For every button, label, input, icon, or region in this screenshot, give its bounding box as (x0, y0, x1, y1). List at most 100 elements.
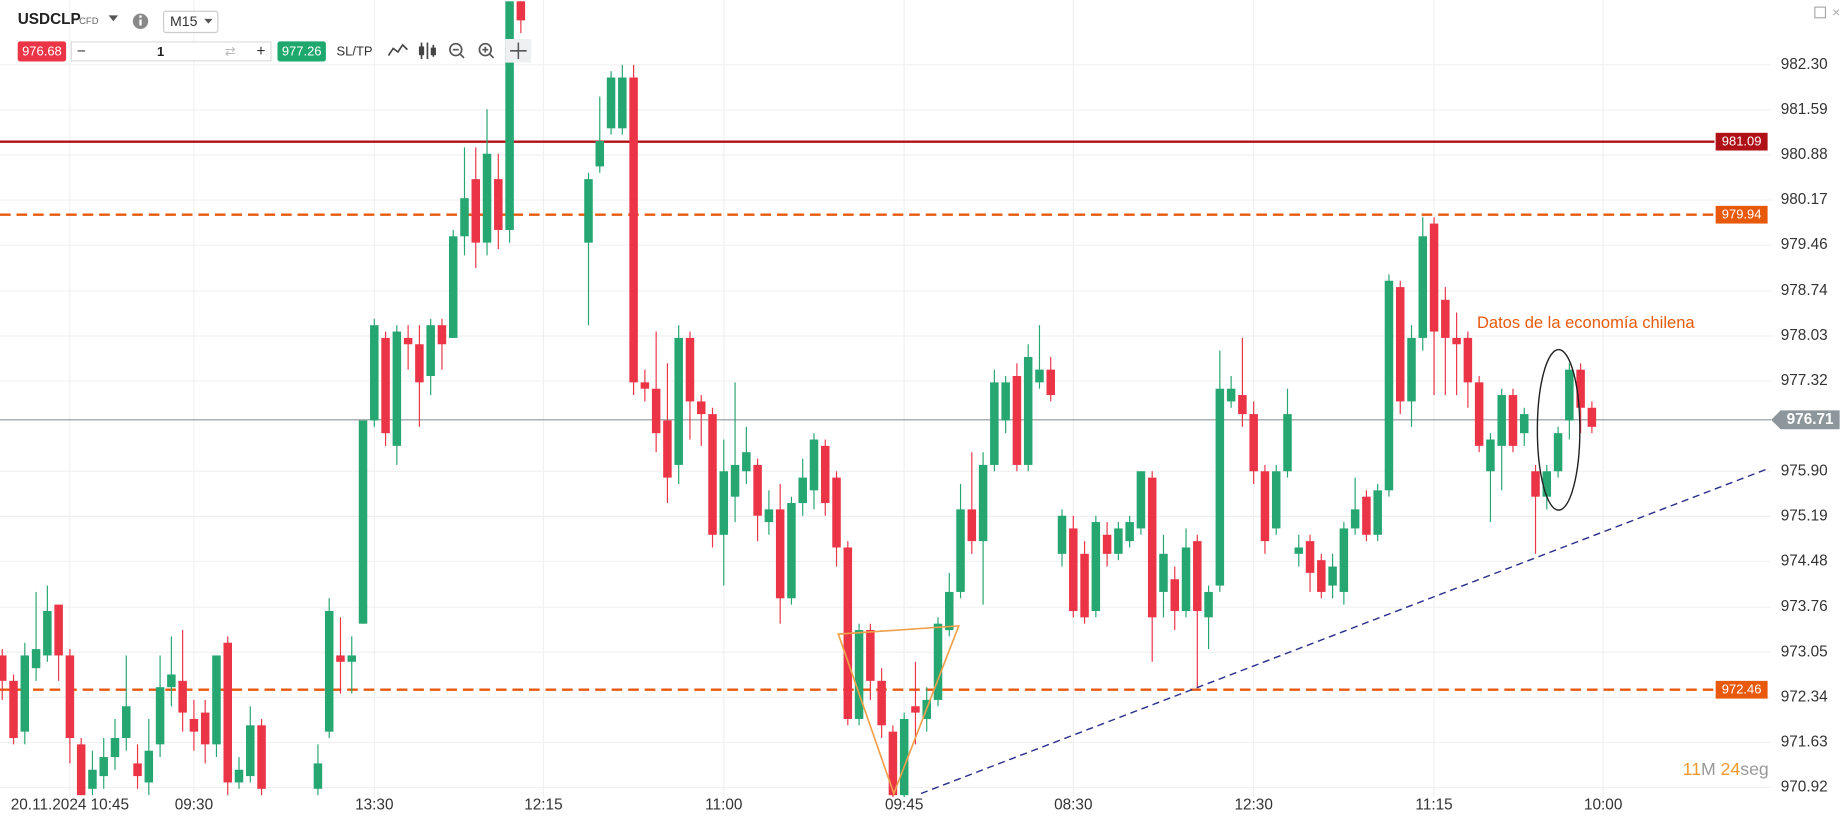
candle-body (122, 706, 131, 739)
candle-body (651, 388, 661, 434)
candle-body (1520, 414, 1529, 434)
y-tick-label: 978.74 (1781, 282, 1828, 299)
candle-body (1587, 407, 1597, 427)
y-tick-label: 977.32 (1781, 372, 1828, 389)
y-tick-label: 978.03 (1781, 327, 1828, 344)
dropdown-arrow[interactable] (108, 15, 119, 22)
window-button[interactable] (1814, 6, 1827, 19)
ellipse-drawing (1536, 348, 1581, 511)
candle-body (189, 718, 199, 732)
candle-body (1193, 541, 1202, 611)
candle-body (144, 750, 154, 783)
y-tick-label: 980.17 (1781, 191, 1828, 208)
zoom-out-icon[interactable] (449, 42, 465, 59)
x-tick-label: 12:30 (1234, 796, 1272, 813)
candle-body (1080, 553, 1089, 618)
y-tick-label: 974.48 (1781, 553, 1828, 570)
candle-body (888, 731, 898, 796)
candle-body (618, 77, 627, 129)
candle-body (1565, 369, 1574, 421)
candle-body (110, 738, 120, 758)
candle-body (20, 655, 30, 732)
candle-body (1463, 337, 1473, 383)
current-price-label: 976.71 (1787, 411, 1834, 428)
candle-body (313, 763, 323, 789)
candle-body (832, 477, 841, 548)
candle-body (65, 655, 75, 739)
candle-body (167, 674, 176, 688)
candle-body (1294, 547, 1304, 554)
timeframe-arrow (204, 18, 213, 24)
candle-body (426, 325, 435, 377)
candle-body (933, 623, 943, 700)
candle-body (1170, 579, 1180, 611)
candle-body (1057, 515, 1067, 554)
instrument[interactable]: USDCLP (18, 11, 81, 28)
candle-body (1474, 382, 1484, 446)
candle-body (494, 179, 503, 230)
candle-body (516, 1, 526, 21)
y-tick-label: 975.19 (1781, 507, 1828, 524)
candle-body (1441, 299, 1450, 338)
x-tick-label: 11:15 (1415, 796, 1452, 813)
x-tick-label: 08:30 (1054, 796, 1092, 813)
quantity-input[interactable] (70, 41, 272, 62)
x-tick-label: 09:45 (885, 796, 923, 813)
candle-body (1035, 369, 1044, 383)
candle-body (787, 503, 796, 599)
candle-body (685, 337, 695, 402)
candle-body (448, 236, 458, 338)
candle-body (911, 706, 920, 713)
y-tick-label: 980.88 (1781, 146, 1828, 163)
instrument-type: CFD (79, 16, 99, 27)
triangle-drawing (837, 624, 961, 796)
toolbar: USDCLP CFD M15 976.68 − 1 ⇄ + 977.26 SL/… (17, 5, 1840, 63)
levels (0, 140, 1772, 691)
candle-body (1001, 382, 1010, 421)
candle-body (978, 464, 988, 542)
candle-body (1226, 388, 1236, 402)
candle-body (1271, 471, 1281, 529)
line-chart-icon[interactable] (387, 43, 408, 56)
candle-body (990, 382, 999, 465)
timer-minutes: 11 (1683, 759, 1701, 779)
candle-icon[interactable] (418, 42, 436, 60)
candle-body (1114, 528, 1123, 554)
candle-body (595, 141, 605, 167)
candle-body (798, 477, 807, 504)
candle-body (1215, 388, 1225, 586)
candle-timer: 11M 24seg (1683, 759, 1769, 779)
info-icon-dot (139, 15, 142, 18)
swap-icon[interactable]: ⇄ (225, 43, 236, 58)
candle-body (899, 718, 909, 796)
minus-button[interactable]: − (77, 43, 86, 60)
candle-body (742, 452, 751, 472)
zoom-in-icon[interactable] (478, 42, 495, 59)
candle-body (403, 337, 413, 345)
x-tick-label: 10:00 (1584, 796, 1622, 813)
buy-price: 977.26 (282, 43, 322, 58)
candle-body (1023, 356, 1033, 465)
timeframe-select[interactable] (162, 10, 219, 34)
candle-body (821, 445, 830, 504)
sell-button[interactable] (17, 41, 67, 62)
level-tag (1715, 132, 1768, 151)
candle-body (606, 77, 616, 129)
candle-body (1395, 287, 1405, 402)
candle-body (1091, 522, 1101, 611)
candle-body (696, 401, 706, 415)
plus-button[interactable]: + (256, 43, 265, 60)
candle-body (358, 420, 368, 624)
buy-button[interactable] (277, 41, 326, 62)
candles (0, 1, 1597, 798)
candle-body (178, 680, 187, 713)
candle-body (1147, 477, 1157, 618)
candle-body (753, 464, 762, 516)
level-label: 979.94 (1722, 207, 1762, 222)
sltp-button[interactable]: SL/TP (337, 43, 373, 58)
x-tick-label: 20.11.2024 10:45 (11, 796, 129, 813)
close-button[interactable]: × (1832, 5, 1840, 21)
x-tick-label: 09:30 (175, 796, 213, 813)
candle-body (76, 744, 86, 796)
